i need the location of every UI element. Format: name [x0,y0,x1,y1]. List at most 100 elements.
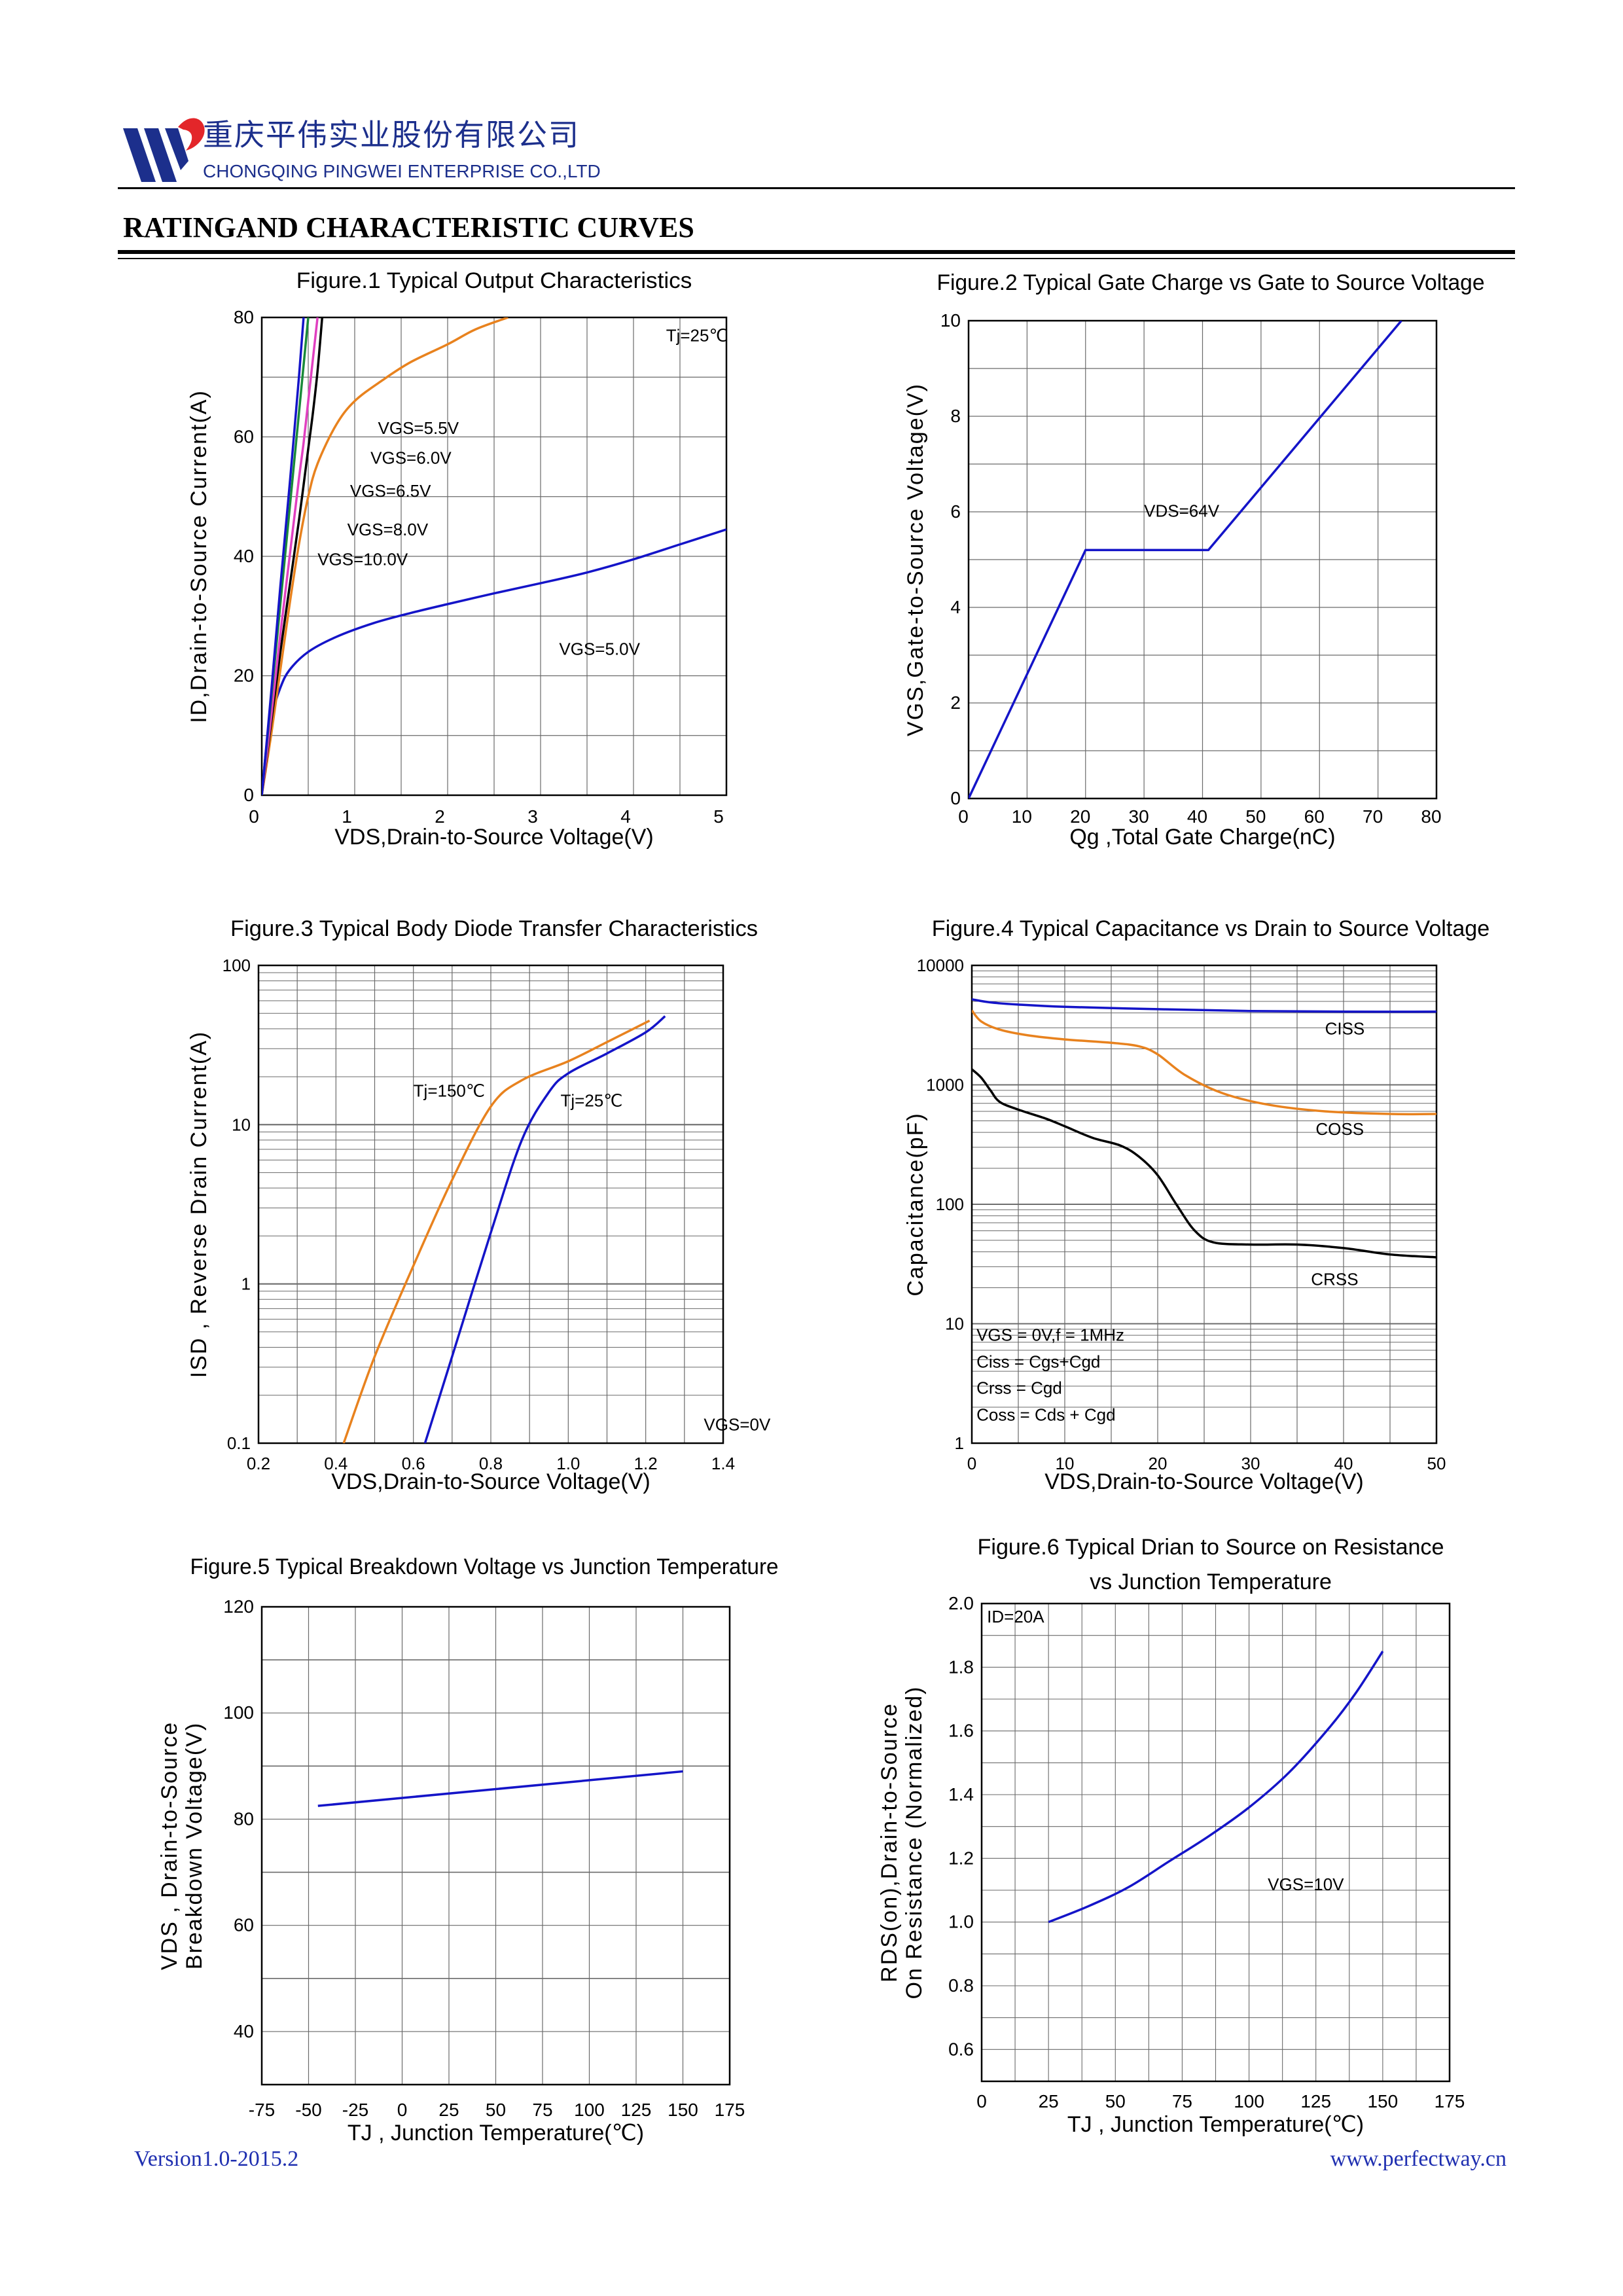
series-line-bvdss [317,1770,683,1807]
y-axis-label: ID,Drain-to-Source Current(A) [187,389,211,723]
x-tick-label: 1 [342,806,352,827]
y-tick-label: 8 [950,406,961,426]
y-tick-label: 1.2 [948,1848,974,1868]
series-line-vgs-5-5v [262,317,508,795]
x-tick-label: 0.2 [247,1454,270,1473]
chart-annotation: VGS=5.5V [378,418,459,438]
figure-6-on-resistance: 0 25 50 75 100 125 150 175 0.6 0.8 1.0 1.2 1.4 1.6 1.8… [877,1535,1465,2137]
chart-annotation: CRSS [1311,1270,1358,1289]
y-tick-label: 1.8 [948,1657,974,1677]
chart-annotation: Tj=25℃ [666,326,728,346]
y-tick-label: 10000 [917,956,964,975]
x-tick-label: 1.2 [634,1454,658,1473]
y-tick-label: 100 [223,956,251,975]
x-tick-label: 80 [1421,806,1441,827]
x-tick-label: 10 [1056,1454,1075,1473]
x-tick-label: 30 [1241,1454,1260,1473]
x-tick-label: 60 [1304,806,1325,827]
x-tick-label: 50 [1245,806,1266,827]
chart-title: Figure.5 Typical Breakdown Voltage vs Ju… [190,1554,779,1579]
x-tick-label: 40 [1187,806,1207,827]
chart-annotation: VGS=6.0V [370,448,452,468]
figure-1-output-characteristics: 0 1 2 3 4 5 0 20 40 60 80 Tj=25℃ VGS=5.5V VGS=6.0V VGS… [187,268,728,850]
plot-frame [980,1602,1451,2083]
series-line-vgs-10v [1048,1651,1384,1924]
y-tick-label: 2.0 [948,1593,974,1613]
x-tick-label: 1.4 [711,1454,735,1473]
y-tick-label: 1 [955,1433,964,1453]
x-tick-label: 1.0 [556,1454,580,1473]
series-line-vgs-10-0v [262,317,305,795]
chart-title: Figure.2 Typical Gate Charge vs Gate to … [937,270,1485,295]
y-tick-label: 1 [241,1274,251,1294]
y-tick-label: 10 [232,1115,251,1134]
x-tick-label: 75 [1172,2091,1192,2111]
series-line-ciss [972,998,1436,1013]
x-tick-label: 175 [715,2100,745,2120]
x-tick-label: 20 [1070,806,1090,827]
x-tick-label: 0.4 [324,1454,348,1473]
y-tick-label: 6 [950,501,961,522]
x-tick-label: 75 [532,2100,552,2120]
chart-title: Figure.1 Typical Output Characteristics [296,268,692,293]
version-label: Version1.0-2015.2 [134,2147,299,2171]
y-tick-label: 0.1 [227,1433,251,1453]
chart-annotation: VDS=64V [1144,501,1220,520]
y-axis-label: Capacitance(pF) [903,1112,928,1296]
chart-annotation: Tj=25℃ [561,1091,623,1111]
x-tick-label: 0.8 [479,1454,503,1473]
x-tick-label: 50 [1427,1454,1446,1473]
x-axis-label: Qg ,Total Gate Charge(nC) [1069,825,1335,850]
chart-title: Figure.4 Typical Capacitance vs Drain to… [932,916,1490,941]
x-tick-label: 50 [486,2100,506,2120]
x-tick-label: 25 [438,2100,459,2120]
y-tick-label: 40 [234,2021,254,2041]
x-tick-label: 10 [1012,806,1032,827]
x-tick-label: 0 [249,806,259,827]
section-title: RATINGAND CHARACTERISTIC CURVES [123,211,694,243]
y-axis-label-line1: RDS(on),Drain-to-Source [877,1702,902,1982]
x-tick-label: -50 [295,2100,321,2120]
chart-annotation: ID=20A [987,1607,1044,1626]
x-tick-label: 0 [976,2091,987,2111]
y-tick-label: 60 [234,427,254,447]
series-line-tj-150- [342,1019,651,1443]
y-tick-label: 1.0 [948,1912,974,1932]
chart-annotation: Crss = Cgd [976,1378,1062,1397]
x-tick-label: 2 [435,806,445,827]
company-name-en: CHONGQING PINGWEI ENTERPRISE CO.,LTD [203,161,601,181]
y-tick-label: 0 [243,785,254,805]
x-tick-label: 0 [967,1454,976,1473]
y-tick-label: 60 [234,1915,254,1935]
company-name-cn: 重庆平伟实业股份有限公司 [203,117,580,152]
chart-annotation: CISS [1325,1018,1365,1038]
y-tick-label: 100 [936,1194,964,1214]
y-axis-label-line2: On Resistance (Normalized) [902,1685,927,1999]
y-tick-label: 1000 [926,1075,964,1095]
x-tick-label: 150 [1367,2091,1398,2111]
x-tick-label: 100 [1234,2091,1264,2111]
series-line-coss [972,1009,1436,1116]
x-tick-label: 125 [1300,2091,1331,2111]
y-tick-label: 0.8 [948,1975,974,1996]
y-tick-label: 80 [234,1808,254,1829]
x-tick-label: 30 [1129,806,1149,827]
plot-frame [257,964,724,1444]
chart-annotation: VGS=8.0V [348,520,429,539]
figure-2-gate-charge: 0 10 20 30 40 50 60 70 80 0 2 4 6 8 10 VDS=64V Figure.2 … [903,270,1485,850]
y-tick-label: 10 [940,310,961,331]
chart-annotation: VGS = 0V,f = 1MHz [976,1325,1124,1345]
x-tick-label: 0.6 [402,1454,425,1473]
header-divider [118,187,1515,189]
x-tick-label: 100 [574,2100,605,2120]
chart-annotation: Coss = Cds + Cgd [976,1405,1115,1424]
plot-frame [260,1605,731,2086]
figure-4-capacitance: 0 10 20 30 40 50 1 10 100 1000 10000 CISS COSS CRSS VG… [903,916,1490,1494]
y-tick-label: 20 [234,666,254,686]
chart-annotation: Ciss = Cgs+Cgd [976,1352,1100,1371]
x-tick-label: 40 [1334,1454,1353,1473]
website-link[interactable]: www.perfectway.cn [1330,2147,1507,2171]
chart-annotation: COSS [1315,1119,1364,1139]
x-tick-label: 25 [1039,2091,1059,2111]
x-tick-label: 125 [621,2100,652,2120]
